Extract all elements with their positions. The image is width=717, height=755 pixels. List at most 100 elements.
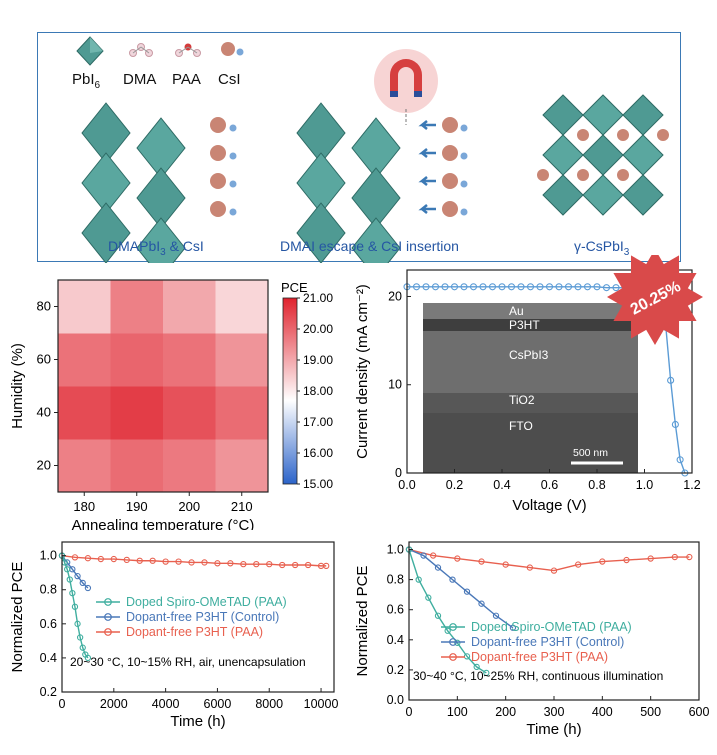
s1-x-tick-label: 2000 [100, 697, 128, 711]
heatmap-y-tick-label: 80 [37, 299, 51, 314]
colorbar-tick-label: 18.00 [303, 384, 333, 398]
s1-series-point [162, 558, 169, 565]
legend-paa: PAA [172, 71, 201, 88]
legend-csi: CsI [218, 71, 241, 88]
s2-series-point [434, 564, 442, 571]
s1-y-tick-label: 0.8 [40, 583, 57, 597]
heatmap-cell [110, 280, 164, 334]
sem-cspbi3-layer [423, 331, 638, 393]
jv-point [536, 283, 544, 291]
s1-x-tick-label: 0 [59, 697, 66, 711]
s1-series-point [79, 644, 86, 651]
s2-series-point [483, 669, 490, 677]
legend-label: Doped Spiro-OMeTAD (PAA) [126, 595, 287, 609]
jv-y-tick-label: 20 [388, 289, 402, 303]
s2-series-point [454, 639, 461, 646]
stage-label-dmai-escape: DMAI escape & CsI insertion [280, 238, 459, 254]
s2-x-tick-label: 200 [495, 705, 516, 719]
heatmap-cell [163, 439, 216, 493]
stability-air-condition: 20~30 °C, 10~15% RH, air, unencapsulatio… [70, 655, 306, 669]
s2-series-point [686, 553, 693, 561]
colorbar [282, 297, 298, 485]
jv-point [498, 283, 506, 291]
s1-series-point [84, 584, 92, 592]
arrow-icons [418, 120, 436, 214]
legend-marker [104, 613, 112, 621]
s2-series-point [420, 552, 427, 559]
jv-point [412, 283, 421, 291]
jv-x-tick-label: 1.0 [636, 478, 653, 492]
s1-series-point [227, 560, 234, 567]
s2-series-point [599, 558, 606, 565]
jv-point [441, 283, 449, 291]
heatmap-cell [215, 386, 269, 440]
stability-illumination-y-axis-label: Normalized PCE [354, 566, 371, 677]
sem-layer-label: TiO2 [509, 393, 535, 407]
s2-series-point [415, 576, 422, 583]
s1-series-point [71, 554, 79, 561]
legend-marker [449, 653, 457, 661]
s1-y-tick-label: 0.2 [40, 685, 57, 699]
jv-point [526, 283, 535, 291]
jv-y-axis-label: Current density (mA cm⁻²) [354, 284, 371, 459]
s2-series-point [430, 552, 437, 559]
stage-label-dmapbi3: DMAPbI3 & CsI [108, 238, 204, 258]
stability-air-legend: Doped Spiro-OMeTAD (PAA) Dopant-free P3HT… [96, 595, 287, 639]
heatmap-cell [215, 280, 269, 334]
jv-point [488, 283, 497, 291]
s1-y-tick-label: 0.4 [40, 651, 57, 665]
legend-pbi6: PbI6 [72, 71, 101, 91]
legend-marker [104, 628, 112, 636]
jv-x-tick-label: 0.8 [588, 478, 605, 492]
colorbar-tick-label: 20.00 [303, 322, 333, 336]
jv-point [671, 420, 679, 429]
badge-starburst [607, 255, 703, 345]
s1-series-line [61, 554, 327, 567]
jv-point [602, 284, 611, 292]
legend-dma: DMA [123, 71, 157, 88]
s1-series-point [188, 559, 195, 566]
s1-series-point [214, 560, 221, 567]
dmai-escape-chains [296, 102, 468, 263]
heatmap-cell [163, 333, 216, 387]
s1-series-point [123, 556, 130, 564]
magnet-icon [374, 49, 438, 125]
s2-y-tick-label: 0.8 [387, 573, 404, 587]
jv-point [612, 284, 620, 292]
jv-x-tick-label: 0.6 [541, 478, 558, 492]
colorbar-tick-label: 15.00 [303, 477, 333, 491]
jv-point [517, 283, 525, 291]
heatmap-cell [58, 333, 111, 387]
s2-series-point [509, 624, 517, 631]
stability-illumination-condition: 30~40 °C, 10~25% RH, continuous illumina… [413, 669, 663, 683]
s1-series-point [76, 634, 84, 641]
colorbar-tick-label: 21.00 [303, 291, 333, 305]
s1-series-point [266, 561, 273, 568]
s2-series-point [425, 594, 432, 601]
s2-x-tick-label: 400 [592, 705, 613, 719]
heatmap-cells [58, 280, 269, 493]
heatmap-x-tick-label: 200 [178, 499, 200, 514]
heatmap-cell [163, 280, 216, 334]
sem-layer-label: P3HT [509, 318, 540, 332]
legend-label: Doped Spiro-OMeTAD (PAA) [471, 620, 632, 634]
legend-label: Dopant-free P3HT (PAA) [126, 625, 263, 639]
s1-series-point [253, 561, 260, 568]
s1-series-point [69, 589, 76, 597]
s2-series-point [671, 553, 678, 561]
s1-series-point [291, 561, 299, 569]
s1-y-tick-label: 1.0 [40, 549, 57, 563]
heatmap-y-tick-label: 20 [37, 458, 51, 473]
legend-label: Dopant-free P3HT (Control) [471, 635, 624, 649]
colorbar-tick-label: 17.00 [303, 415, 333, 429]
s2-series-point [550, 567, 558, 574]
s1-frame [61, 541, 335, 693]
sem-layer-label: Au [509, 304, 524, 318]
jv-y-tick-label: 0 [395, 466, 402, 480]
heatmap-cell [215, 333, 269, 387]
s1-series-point [240, 561, 247, 568]
heatmap-frame [57, 279, 269, 493]
s2-y-tick-label: 1.0 [387, 543, 404, 557]
s2-series-point [478, 600, 485, 607]
